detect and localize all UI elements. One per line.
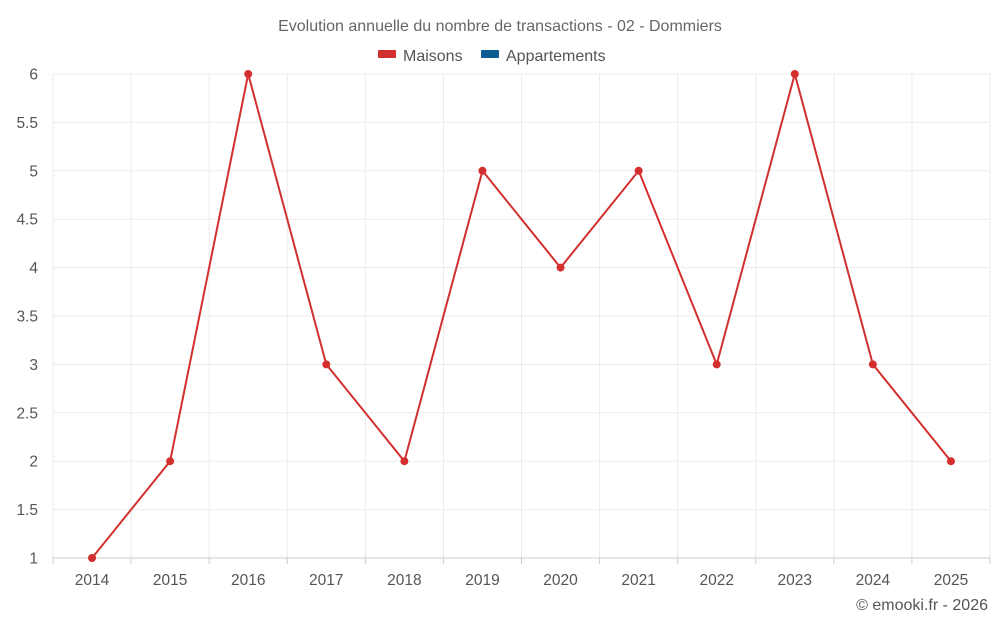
y-tick-label: 2 <box>29 454 38 471</box>
data-point[interactable] <box>556 263 565 272</box>
data-point[interactable] <box>322 360 331 369</box>
y-tick-label: 1.5 <box>16 502 38 519</box>
x-tick-label: 2016 <box>231 572 265 589</box>
x-tick-label: 2021 <box>621 572 655 589</box>
x-tick-label: 2014 <box>75 572 110 589</box>
data-point[interactable] <box>166 457 175 466</box>
gridlines <box>52 73 991 559</box>
legend-swatch-maisons <box>378 50 396 58</box>
y-tick-label: 3 <box>29 357 38 374</box>
x-tick-label: 2023 <box>778 572 812 589</box>
y-tick-label: 4.5 <box>16 212 38 229</box>
legend-label-maisons: Maisons <box>403 48 463 65</box>
x-tick-label: 2022 <box>699 572 733 589</box>
legend-label-appartements: Appartements <box>506 48 606 65</box>
data-point[interactable] <box>790 70 799 78</box>
x-tick-label: 2015 <box>153 572 187 589</box>
data-point[interactable] <box>712 360 721 369</box>
legend-item-appartements[interactable]: Appartements <box>481 48 606 65</box>
y-tick-label: 3.5 <box>16 309 38 326</box>
series-maisons <box>88 70 955 562</box>
y-axis-ticks: 1 1.5 2 2.5 3 3.5 4 4.5 5 5.5 6 <box>16 67 38 568</box>
legend-item-maisons[interactable]: Maisons <box>378 48 463 65</box>
y-tick-label: 2.5 <box>16 405 38 422</box>
data-point[interactable] <box>868 360 877 369</box>
data-point[interactable] <box>634 166 643 175</box>
y-tick-label: 5.5 <box>16 115 38 132</box>
series-line <box>91 73 952 559</box>
data-point[interactable] <box>478 166 487 175</box>
data-point[interactable] <box>946 457 955 466</box>
y-tick-label: 4 <box>29 260 38 277</box>
y-tick-label: 1 <box>29 551 38 568</box>
x-tick-label: 2017 <box>309 572 343 589</box>
x-tick-label: 2020 <box>543 572 578 589</box>
legend-swatch-appartements <box>481 50 499 58</box>
legend[interactable]: Maisons Appartements <box>378 48 606 65</box>
data-point[interactable] <box>244 70 253 78</box>
y-tick-label: 6 <box>29 67 38 84</box>
footer-credit: © emooki.fr - 2026 <box>856 597 988 614</box>
data-point[interactable] <box>400 457 409 466</box>
x-tick-label: 2018 <box>387 572 421 589</box>
x-axis-ticks: 2014 2015 2016 2017 2018 2019 2020 2021 2022 2023… <box>52 558 991 589</box>
x-tick-label: 2019 <box>465 572 499 589</box>
x-tick-label: 2025 <box>934 572 968 589</box>
x-tick-label: 2024 <box>856 572 891 589</box>
data-point[interactable] <box>88 554 97 562</box>
chart-title: Evolution annuelle du nombre de transact… <box>278 18 722 35</box>
y-tick-label: 5 <box>29 163 38 180</box>
